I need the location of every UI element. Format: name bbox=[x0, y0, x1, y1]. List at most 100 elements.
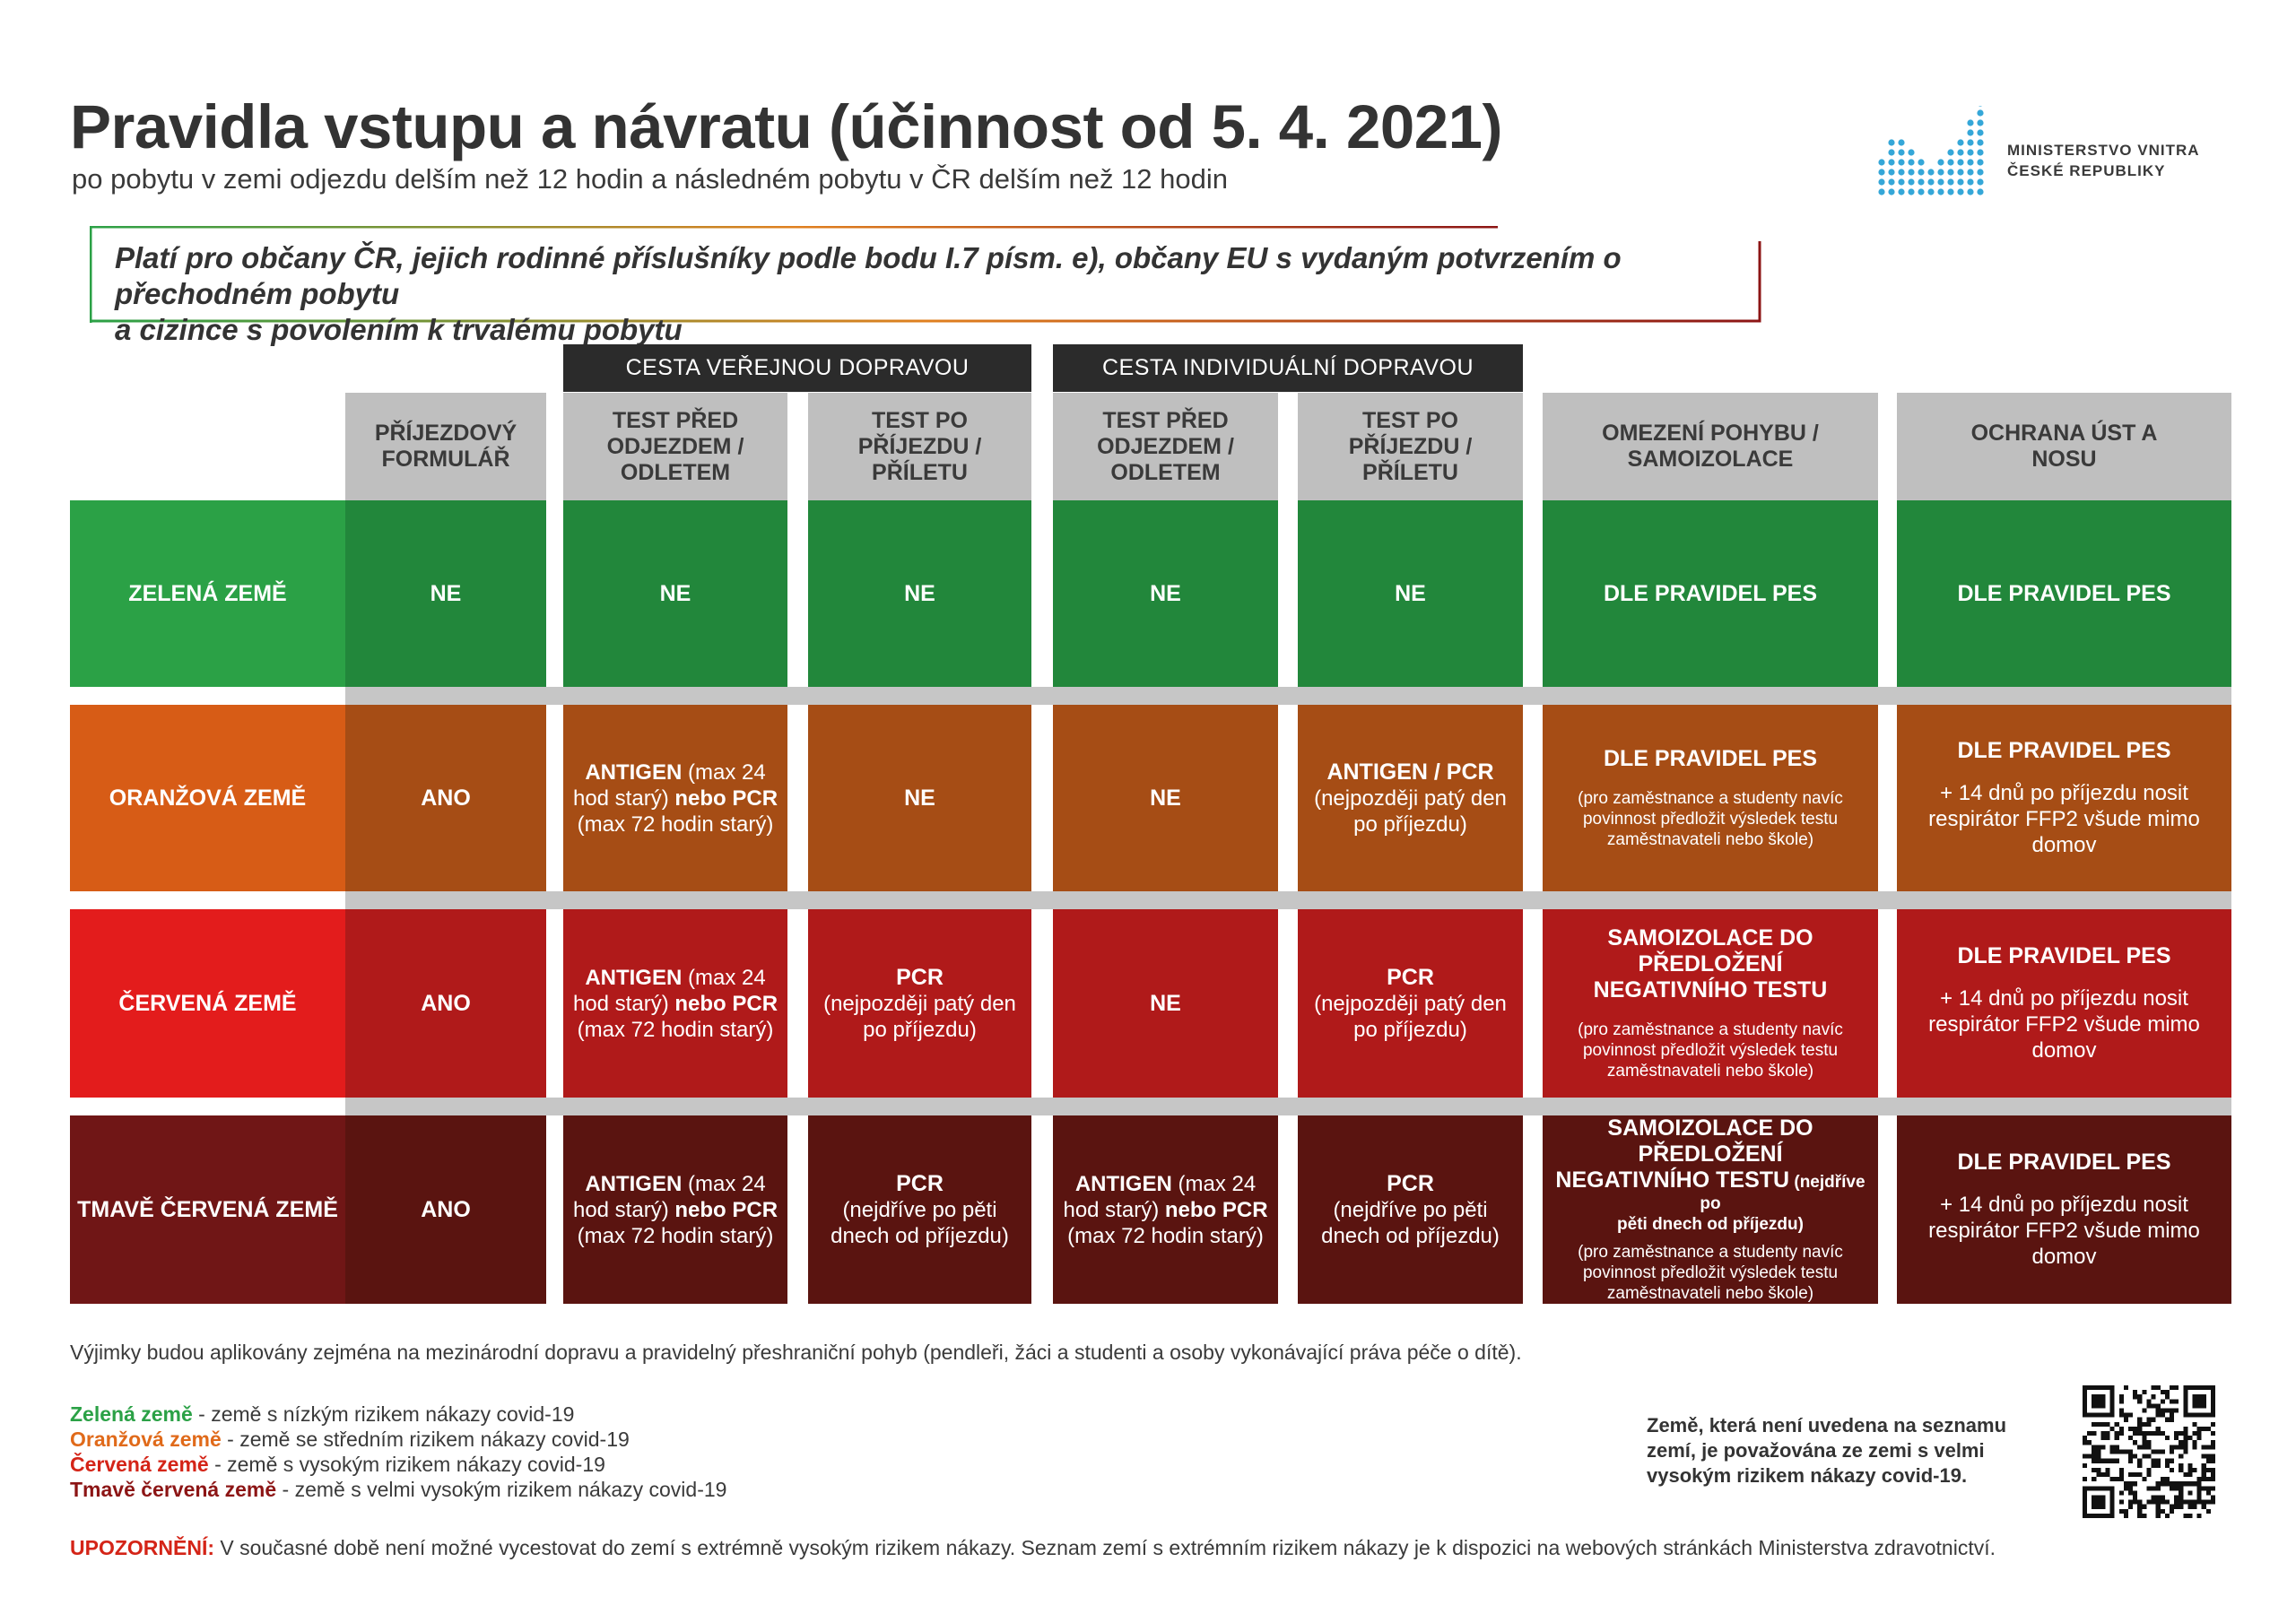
orange-movement: DLE PRAVIDEL PES (pro zaměstnance a stud… bbox=[1543, 705, 1878, 891]
qr-module bbox=[2118, 1412, 2124, 1418]
cell-line: ANTIGEN (max 24 bbox=[585, 1171, 765, 1197]
cell-line: (max 72 hodin starý) bbox=[577, 1223, 774, 1248]
qr-module bbox=[2210, 1458, 2215, 1463]
qr-module bbox=[2174, 1408, 2179, 1413]
qr-module bbox=[2205, 1477, 2211, 1482]
qr-module bbox=[2083, 1436, 2088, 1441]
qr-module bbox=[2151, 1385, 2156, 1391]
logo-dot bbox=[1937, 159, 1944, 166]
qr-module bbox=[2169, 1385, 2175, 1391]
cell-small-line: zaměstnavateli nebo škole) bbox=[1606, 830, 1814, 849]
green-public-after: NE bbox=[808, 500, 1031, 687]
logo-dot bbox=[1888, 149, 1895, 156]
cell-title: PCR bbox=[1387, 1170, 1434, 1196]
qr-module bbox=[2160, 1431, 2165, 1436]
qr-module bbox=[2155, 1412, 2161, 1418]
text: hod starý) bbox=[1063, 1197, 1165, 1222]
qr-module bbox=[2087, 1454, 2092, 1459]
green-mask: DLE PRAVIDEL PES bbox=[1897, 500, 2231, 687]
hdr-line: PŘÍJEZDOVÝ bbox=[374, 421, 517, 446]
qr-module bbox=[2118, 1477, 2124, 1482]
qr-module bbox=[2205, 1499, 2211, 1505]
cell-small-line: (pro zaměstnance a studenty navíc bbox=[1578, 1243, 1843, 1262]
orange-public-before: ANTIGEN (max 24 hod starý) nebo PCR (max… bbox=[563, 705, 787, 891]
qr-module bbox=[2137, 1462, 2143, 1468]
qr-module bbox=[2174, 1445, 2179, 1450]
cell-value: NE bbox=[430, 580, 462, 606]
cell-small-line: povinnost předložit výsledek testu bbox=[1582, 810, 1839, 829]
logo-dot bbox=[1977, 139, 1984, 146]
qr-module bbox=[2187, 1467, 2193, 1472]
hdr-line: ODLETEM bbox=[620, 459, 731, 485]
legend-item-darkred: Tmavě červená země - země s velmi vysoký… bbox=[70, 1477, 726, 1502]
hdr-line: TEST PŘED bbox=[612, 407, 739, 433]
qr-module bbox=[2105, 1431, 2110, 1436]
cell-line: (nejdříve po pěti bbox=[842, 1197, 997, 1222]
qr-module bbox=[2142, 1440, 2147, 1445]
qr-module bbox=[2087, 1440, 2092, 1445]
qr-module bbox=[2155, 1403, 2161, 1409]
qr-module bbox=[2201, 1445, 2206, 1450]
notice-line: vysokým rizikem nákazy covid-19. bbox=[1647, 1464, 1968, 1487]
qr-module bbox=[2146, 1471, 2152, 1478]
cell-line: (max 72 hodin starý) bbox=[1067, 1223, 1264, 1248]
qr-module bbox=[2164, 1408, 2170, 1413]
qr-module bbox=[2174, 1436, 2179, 1441]
green-public-before: NE bbox=[563, 500, 787, 687]
qr-module bbox=[2160, 1477, 2165, 1482]
qr-module bbox=[2169, 1504, 2175, 1509]
note-frame bbox=[90, 226, 1761, 323]
qr-module bbox=[2105, 1471, 2110, 1478]
qr-module bbox=[2201, 1477, 2206, 1482]
qr-module bbox=[2205, 1445, 2211, 1450]
cell-line: po příjezdu) bbox=[1353, 812, 1467, 837]
red-movement: SAMOIZOLACE DO PŘEDLOŽENÍ NEGATIVNÍHO TE… bbox=[1543, 909, 1878, 1098]
qr-module bbox=[2100, 1458, 2106, 1463]
logo-dot bbox=[1957, 159, 1964, 166]
ministry-name-line1: MINISTERSTVO VNITRA bbox=[2007, 142, 2200, 159]
qr-module bbox=[2109, 1477, 2115, 1482]
cell-value: NE bbox=[1150, 580, 1181, 606]
qr-code-icon[interactable] bbox=[2083, 1385, 2215, 1518]
logo-dot bbox=[1977, 149, 1984, 156]
cell-small-line: (pro zaměstnance a studenty navíc bbox=[1578, 789, 1843, 808]
qr-module bbox=[2164, 1499, 2170, 1505]
qr-module bbox=[2128, 1412, 2134, 1418]
qr-module bbox=[2128, 1481, 2134, 1487]
cell-line: respirátor FFP2 všude mimo bbox=[1928, 807, 2200, 831]
logo-dot bbox=[1888, 169, 1895, 176]
qr-module bbox=[2123, 1513, 2129, 1518]
legend-term: Tmavě červená země bbox=[70, 1478, 277, 1501]
qr-module bbox=[2210, 1421, 2215, 1427]
qr-module bbox=[2142, 1421, 2147, 1427]
qr-module bbox=[2118, 1394, 2124, 1400]
cell-value: NE bbox=[1150, 785, 1181, 811]
qr-module bbox=[2128, 1458, 2134, 1463]
qr-module bbox=[2164, 1458, 2170, 1463]
qr-module bbox=[2105, 1467, 2110, 1472]
qr-module bbox=[2174, 1495, 2179, 1500]
hdr-line: TEST PŘED bbox=[1102, 407, 1229, 433]
row-label-red: ČERVENÁ ZEMĚ bbox=[70, 909, 345, 1098]
logo-dot bbox=[1957, 188, 1964, 195]
qr-module bbox=[2092, 1477, 2097, 1482]
cell-value: NE bbox=[904, 785, 935, 811]
qr-module bbox=[2192, 1440, 2197, 1445]
qr-module bbox=[2123, 1508, 2129, 1514]
qr-module bbox=[2092, 1445, 2097, 1450]
qr-module bbox=[2196, 1477, 2202, 1482]
qr-module bbox=[2201, 1471, 2206, 1478]
qr-module bbox=[2133, 1426, 2138, 1432]
row-separator bbox=[345, 687, 2231, 705]
qr-module bbox=[2164, 1481, 2170, 1487]
qr-module bbox=[2083, 1454, 2088, 1459]
qr-module bbox=[2146, 1403, 2152, 1409]
qr-module bbox=[2201, 1454, 2206, 1459]
qr-module bbox=[2128, 1504, 2134, 1509]
cell-title: NEGATIVNÍHO TESTU bbox=[1555, 1167, 1790, 1193]
qr-module bbox=[2114, 1445, 2119, 1450]
legend-item-orange: Oranžová země - země se středním rizikem… bbox=[70, 1427, 726, 1452]
qr-module bbox=[2164, 1477, 2170, 1482]
cell-line: domov bbox=[2031, 1245, 2097, 1269]
cell-line: dnech od příjezdu) bbox=[1321, 1223, 1500, 1248]
